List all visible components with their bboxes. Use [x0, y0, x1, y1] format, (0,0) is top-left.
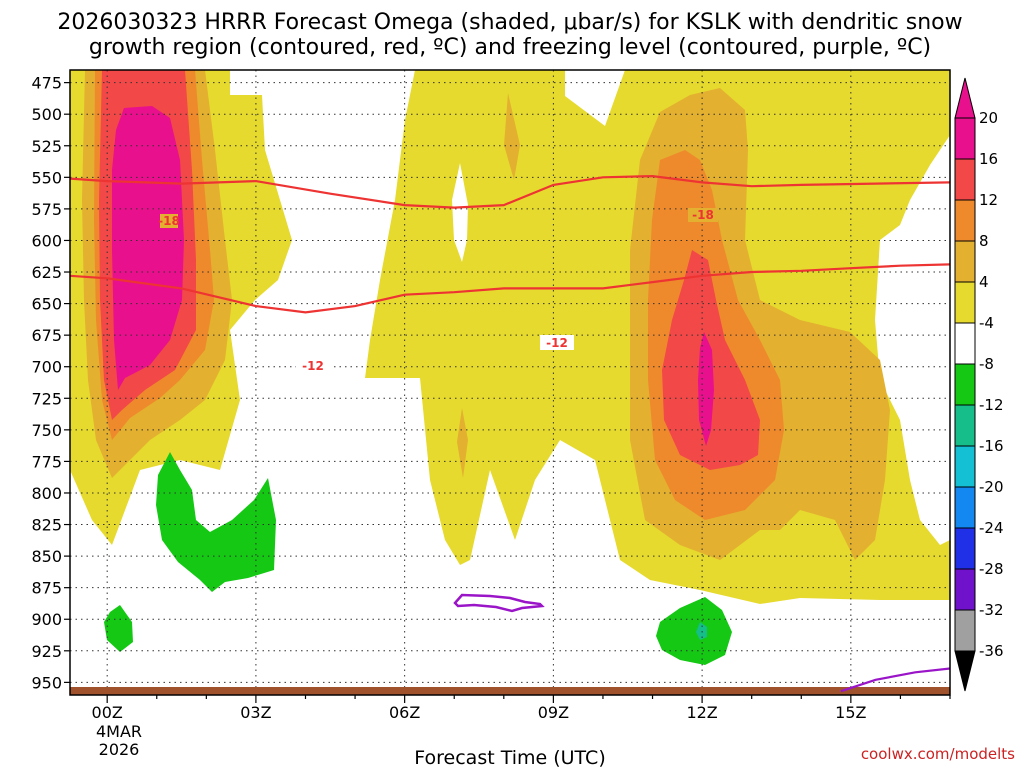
x-tick-label: 12Z: [686, 703, 717, 722]
colorbar-label: -16: [979, 437, 1004, 455]
colorbar-band: [954, 322, 976, 365]
y-tick-label: 500: [31, 105, 62, 124]
date-label-year: 2026: [99, 740, 140, 759]
horizontal-gridlines: [70, 82, 950, 683]
y-tick-label: 850: [31, 547, 62, 566]
x-tick-label: 15Z: [835, 703, 866, 722]
colorbar-label: -12: [979, 396, 1004, 414]
contour-line-1: [70, 263, 950, 314]
colorbar-band: [954, 281, 976, 324]
colorbar-label: -28: [979, 560, 1004, 578]
terrain-bar: [70, 687, 950, 695]
x-axis-ticks: 00Z 03Z 06Z 09Z 12Z 15Z: [92, 695, 951, 722]
colorbar-band: [954, 568, 976, 611]
colorbar-label: 4: [979, 273, 989, 291]
contour-label-minus12-b: -12: [546, 336, 568, 350]
colorbar-band: [954, 404, 976, 447]
colorbar-top-triangle: [954, 77, 976, 119]
y-tick-label: 575: [31, 200, 62, 219]
y-tick-label: 625: [31, 263, 62, 282]
colorbar-label: 12: [979, 191, 998, 209]
y-tick-label: 725: [31, 389, 62, 408]
y-tick-label: 675: [31, 326, 62, 345]
colorbar-band: [954, 240, 976, 283]
contour-line-0: [70, 174, 950, 209]
colorbar-band: [954, 158, 976, 201]
y-tick-label: 550: [31, 168, 62, 187]
y-tick-label: 875: [31, 579, 62, 598]
y-tick-label: 525: [31, 137, 62, 156]
colorbar-label: -20: [979, 478, 1004, 496]
colorbar-label: -8: [979, 355, 994, 373]
omega-shade-minus4-minus8: [104, 452, 732, 665]
colorbar-bottom-triangle: [954, 650, 976, 692]
contour-label-minus18-left: -18: [158, 214, 180, 228]
omega-shade-minus8-minus12: [696, 622, 707, 640]
colorbar-label: -24: [979, 519, 1004, 537]
plot-frame: [69, 69, 951, 696]
contour-line-2: [840, 667, 950, 693]
colorbar-label: 16: [979, 150, 998, 168]
colorbar: 20 16 12 8 4 -4 -8 -12 -16 -20 -24 -28 -32 -36: [954, 77, 1004, 692]
chart-title-line2: growth region (contoured, red, ºC) and f…: [89, 35, 931, 60]
x-tick-label: 03Z: [240, 703, 271, 722]
x-tick-label: 06Z: [389, 703, 420, 722]
y-tick-label: 750: [31, 421, 62, 440]
y-tick-label: 650: [31, 295, 62, 314]
y-tick-label: 950: [31, 673, 62, 692]
x-tick-label: 09Z: [538, 703, 569, 722]
colorbar-label: -36: [979, 642, 1004, 660]
contour-label-minus18: -18: [692, 208, 714, 222]
colorbar-label: -4: [979, 314, 994, 332]
y-tick-label: 800: [31, 484, 62, 503]
colorbar-label: 8: [979, 232, 989, 250]
x-tick-label: 00Z: [92, 703, 123, 722]
colorbar-label: -32: [979, 601, 1004, 619]
contour-labels: -18 -18 -12 -12: [158, 208, 718, 373]
y-tick-label: 900: [31, 610, 62, 629]
colorbar-band: [954, 117, 976, 160]
colorbar-label: 20: [979, 109, 998, 127]
y-tick-label: 700: [31, 358, 62, 377]
colorbar-band: [954, 527, 976, 570]
y-tick-label: 825: [31, 516, 62, 535]
chart-title-line1: 2026030323 HRRR Forecast Omega (shaded, …: [57, 10, 962, 35]
y-axis-ticks: 475 500 525 550 575 600 625 650 675 700 725 750 775 8…: [31, 74, 70, 692]
x-axis-label: Forecast Time (UTC): [414, 747, 605, 768]
colorbar-band: [954, 199, 976, 242]
contour-lines: [70, 174, 950, 693]
colorbar-band: [954, 363, 976, 406]
y-tick-label: 600: [31, 231, 62, 250]
plot-area: [70, 70, 950, 695]
colorbar-band: [954, 486, 976, 529]
date-label-month-day: 4MAR: [96, 722, 142, 741]
y-tick-label: 475: [31, 74, 62, 93]
colorbar-band: [954, 445, 976, 488]
colorbar-band: [954, 609, 976, 652]
freezing-level-closed-contour: [453, 593, 545, 613]
contour-label-minus12-a: -12: [302, 359, 324, 373]
credit-text: coolwx.com/modelts: [861, 745, 1015, 763]
y-tick-label: 925: [31, 642, 62, 661]
y-tick-label: 775: [31, 452, 62, 471]
